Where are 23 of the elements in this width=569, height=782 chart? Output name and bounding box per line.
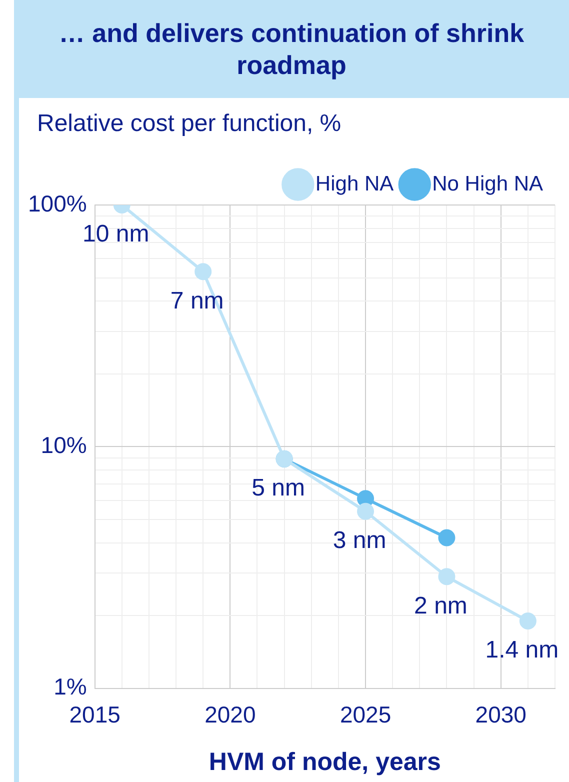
x-tick-label: 2030 bbox=[475, 702, 526, 728]
annotation: 3 nm bbox=[332, 527, 386, 554]
legend-label: High NA bbox=[315, 172, 394, 196]
x-tick-label: 2020 bbox=[204, 702, 256, 728]
x-tick-label: 2015 bbox=[69, 702, 120, 728]
legend-label: No High NA bbox=[432, 172, 544, 196]
annotation: 5 nm bbox=[252, 474, 305, 502]
point bbox=[519, 612, 536, 630]
y-tick-label: 100% bbox=[28, 190, 87, 216]
point bbox=[438, 568, 456, 586]
y-tick-label: 1% bbox=[54, 674, 87, 700]
x-axis-title: HVM of node, years bbox=[208, 748, 441, 776]
x-tick-label: 2025 bbox=[340, 702, 392, 728]
y-axis-title: Relative cost per function, % bbox=[37, 110, 342, 138]
chart-title: … and delivers continuation of shrink roadmap bbox=[14, 0, 569, 98]
annotation: 7 nm bbox=[170, 287, 224, 314]
annotation: 1.4 nm bbox=[485, 636, 559, 664]
point bbox=[357, 502, 374, 520]
annotation: 2 nm bbox=[414, 592, 468, 620]
point bbox=[194, 263, 212, 280]
annotation: 10 nm bbox=[82, 220, 150, 248]
point bbox=[438, 529, 456, 546]
y-tick-label: 10% bbox=[40, 432, 87, 458]
